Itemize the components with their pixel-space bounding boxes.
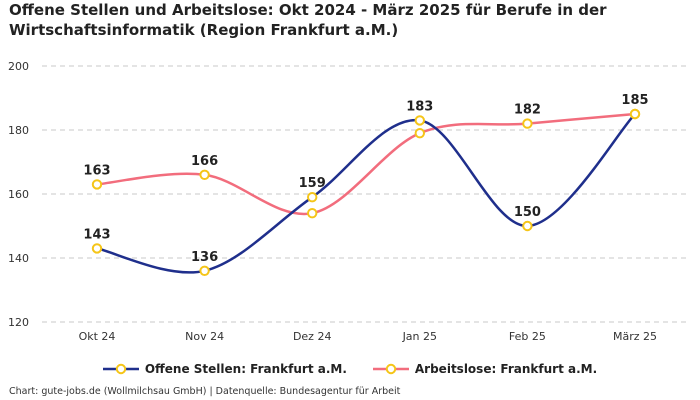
data-label: 185 (621, 93, 648, 108)
data-label: 182 (514, 103, 541, 118)
legend: Offene Stellen: Frankfurt a.M. Arbeitslo… (0, 362, 700, 376)
x-axis: Okt 24 Nov 24 Dez 24 Jan 25 Feb 25 März 25 (79, 330, 657, 343)
legend-label: Arbeitslose: Frankfurt a.M. (414, 362, 598, 376)
legend-label: Offene Stellen: Frankfurt a.M. (144, 362, 347, 376)
series-line (96, 112, 636, 216)
y-tick-label: 200 (8, 60, 29, 73)
data-label: 150 (514, 205, 541, 220)
data-label: 163 (83, 163, 110, 178)
data-point (91, 179, 103, 190)
series-line (96, 113, 636, 274)
chart-title: Offene Stellen und Arbeitslose: Okt 2024… (9, 1, 607, 39)
data-point (307, 208, 318, 219)
legend-item-arbeitslose[interactable]: Arbeitslose: Frankfurt a.M. (372, 362, 598, 376)
x-tick-label: Jan 25 (402, 330, 437, 343)
y-tick-label: 160 (8, 188, 29, 201)
data-point (629, 108, 641, 120)
x-tick-label: März 25 (613, 330, 657, 343)
data-point (199, 265, 210, 276)
x-tick-label: Nov 24 (185, 330, 224, 343)
series-markers (91, 108, 641, 276)
data-labels: 143 136 159 183 150 185 163 166 182 (83, 93, 648, 265)
x-tick-label: Feb 25 (509, 330, 546, 343)
y-tick-label: 180 (8, 124, 29, 137)
legend-line-icon (372, 363, 409, 375)
data-point (91, 243, 103, 254)
data-label: 136 (191, 250, 218, 265)
y-axis: 120 140 160 180 200 (8, 60, 29, 329)
y-tick-label: 140 (8, 252, 29, 265)
grid-lines (42, 65, 690, 323)
data-point (414, 115, 425, 126)
data-point (307, 192, 318, 203)
x-tick-label: Okt 24 (79, 330, 116, 343)
data-point (199, 169, 210, 181)
data-point (522, 118, 533, 129)
data-point (414, 128, 425, 139)
legend-item-offene-stellen[interactable]: Offene Stellen: Frankfurt a.M. (102, 362, 347, 376)
data-label: 183 (406, 99, 433, 114)
data-label: 159 (299, 176, 326, 191)
data-label: 143 (83, 227, 110, 242)
data-label: 166 (191, 154, 218, 169)
data-point (522, 220, 533, 232)
x-tick-label: Dez 24 (293, 330, 332, 343)
legend-line-icon (102, 363, 139, 375)
chart-footer: Chart: gute-jobs.de (Wollmilchsau GmbH) … (9, 386, 401, 397)
series-lines (96, 112, 636, 274)
y-tick-label: 120 (8, 316, 29, 329)
